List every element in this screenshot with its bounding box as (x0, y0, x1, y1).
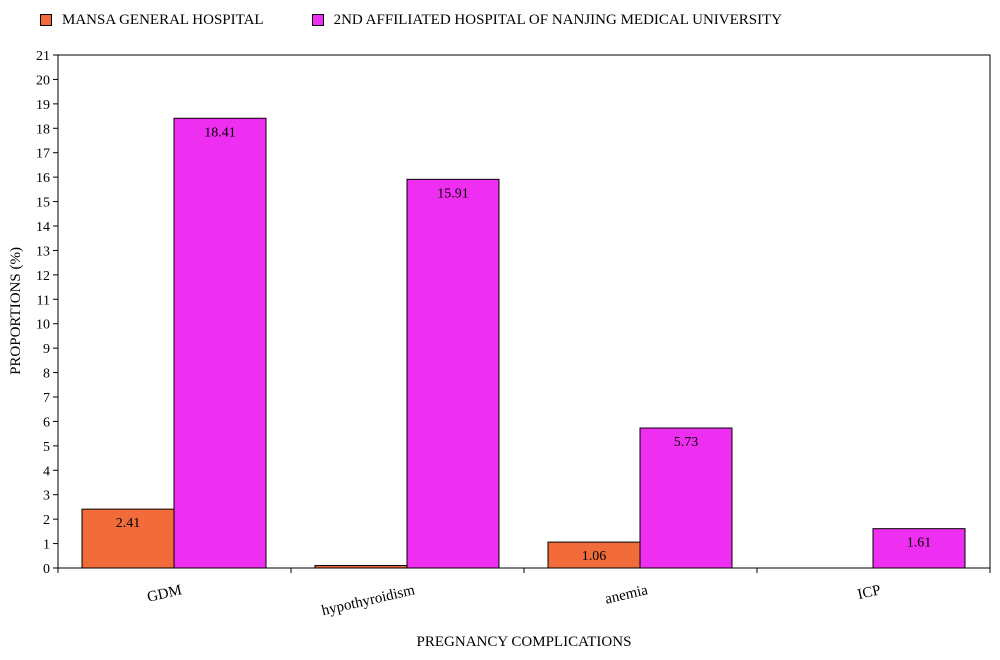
y-tick-label: 4 (43, 464, 50, 479)
bar-series2-anemia (639, 427, 733, 569)
bar-series1-anemia (547, 541, 641, 569)
bars (81, 117, 966, 569)
y-tick-label: 0 (43, 562, 50, 577)
y-tick-label: 11 (37, 293, 50, 308)
legend-label-nanjing: 2ND AFFILIATED HOSPITAL OF NANJING MEDIC… (333, 11, 783, 28)
bar-series2-hypothyroidism (406, 178, 500, 569)
y-tick-label: 12 (36, 269, 50, 284)
y-tick-label: 1 (43, 538, 50, 553)
data-labels: 2.41 1.06 18.41 15.91 5.73 1.61 (116, 125, 932, 564)
y-tick-label: 13 (36, 244, 50, 259)
x-tick-label: GDM (146, 582, 184, 605)
y-tick-label: 15 (36, 196, 50, 211)
y-tick-label: 7 (43, 391, 50, 406)
y-tick-label: 14 (36, 220, 50, 235)
y-tick-label: 20 (36, 73, 50, 88)
data-label: 1.06 (582, 549, 607, 564)
bar-series2-gdm (173, 117, 267, 569)
legend-swatch-nanjing (311, 14, 324, 26)
data-label: 2.41 (116, 516, 141, 531)
legend-label-mansa: MANSA GENERAL HOSPITAL (62, 11, 264, 28)
y-tick-label: 19 (36, 98, 50, 113)
legend-swatch-mansa (40, 14, 52, 26)
legend-item-mansa: MANSA GENERAL HOSPITAL (40, 12, 264, 29)
x-axis-title: PREGNANCY COMPLICATIONS (417, 634, 632, 650)
data-label: 1.61 (907, 536, 932, 551)
data-label: 15.91 (437, 186, 469, 201)
x-tick-label: anemia (604, 582, 650, 607)
y-tick-label: 2 (43, 513, 50, 528)
x-tick-label: ICP (856, 582, 882, 603)
x-axis: GDM hypothyroidism anemia ICP (57, 568, 991, 619)
y-tick-label: 5 (43, 440, 50, 455)
bar-series2-icp (872, 528, 966, 569)
y-tick-label: 17 (36, 147, 50, 162)
y-tick-label: 21 (36, 49, 50, 64)
y-tick-label: 6 (43, 415, 50, 430)
bar-series1-gdm (81, 508, 175, 569)
chart-legend: MANSA GENERAL HOSPITAL 2ND AFFILIATED HO… (40, 10, 830, 30)
data-label: 5.73 (674, 435, 699, 450)
y-tick-label: 8 (43, 367, 50, 382)
y-tick-label: 18 (36, 122, 50, 137)
y-tick-label: 9 (43, 342, 50, 357)
y-axis-title: PROPORTIONS (%) (8, 247, 24, 375)
y-tick-label: 3 (43, 489, 50, 504)
legend-item-nanjing: 2ND AFFILIATED HOSPITAL OF NANJING MEDIC… (311, 11, 783, 29)
y-tick-label: 10 (36, 318, 50, 333)
bar-series1-hypothyroidism (314, 565, 408, 569)
x-tick-label: hypothyroidism (320, 582, 416, 619)
data-label: 18.41 (204, 125, 236, 140)
y-tick-label: 16 (36, 171, 50, 186)
